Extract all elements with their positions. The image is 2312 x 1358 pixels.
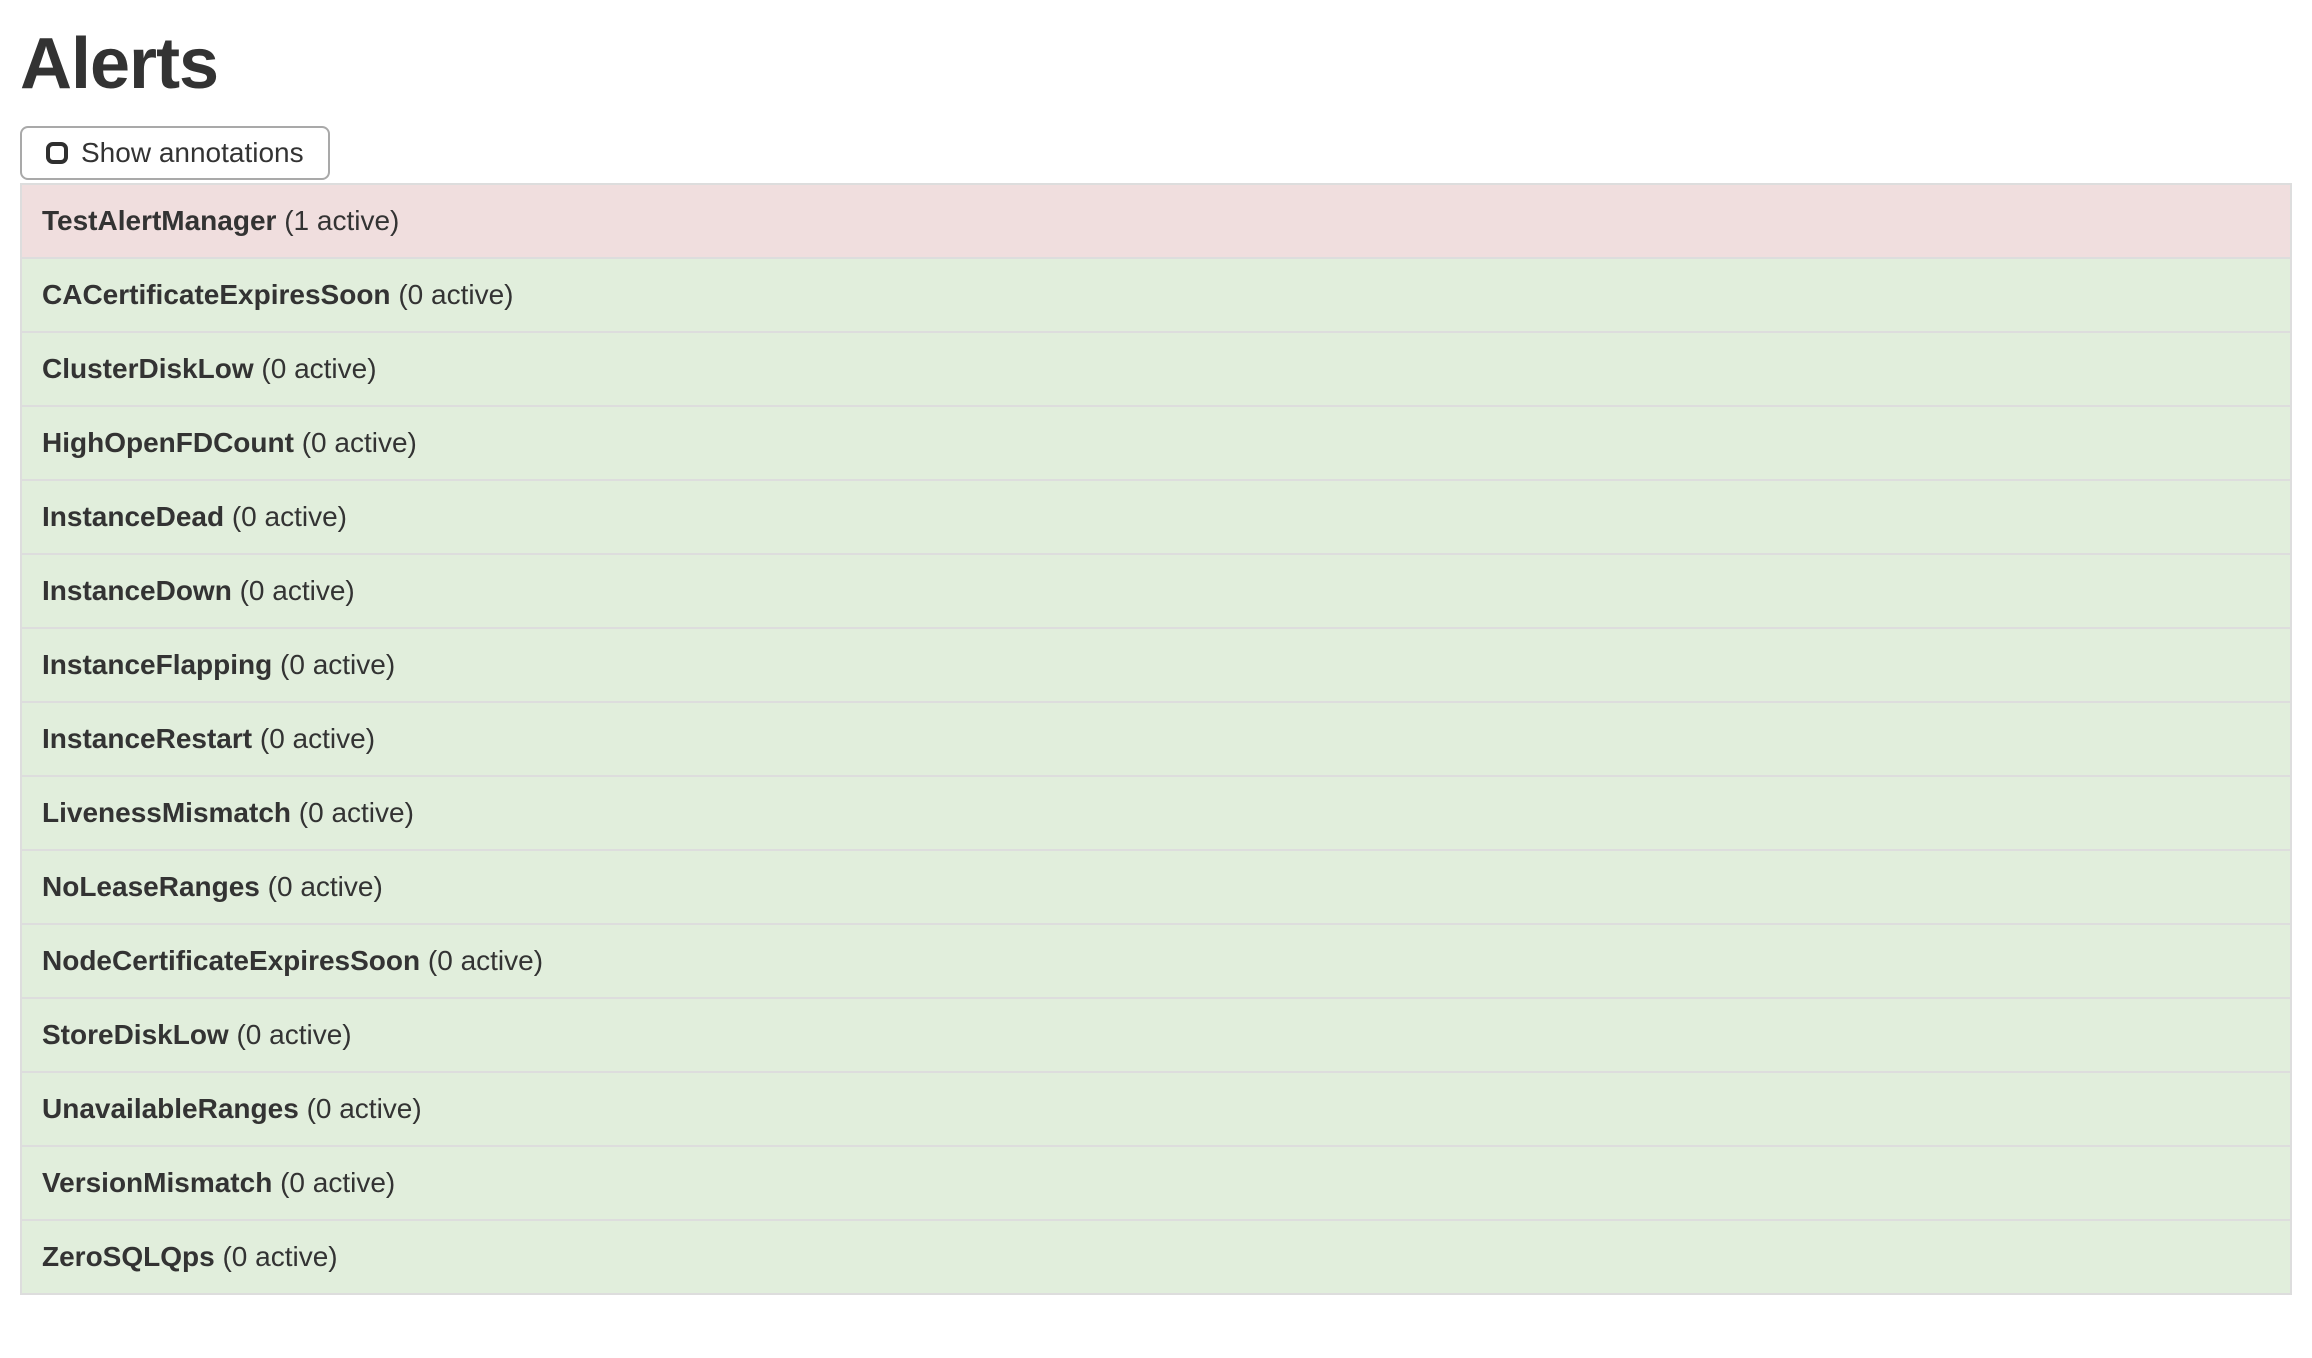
alert-active-count: (0 active): [280, 648, 396, 680]
alert-active-count: (0 active): [231, 500, 348, 532]
alert-row[interactable]: VersionMismatch (0 active): [22, 1146, 2290, 1221]
alert-name: CACertificateExpiresSoon: [42, 278, 391, 310]
checkbox-icon[interactable]: [46, 141, 68, 164]
alert-active-count: (0 active): [267, 870, 383, 902]
alert-row[interactable]: ZeroSQLQps (0 active): [22, 1220, 2290, 1293]
alert-name: NoLeaseRanges: [42, 870, 260, 902]
alert-row[interactable]: CACertificateExpiresSoon (0 active): [22, 258, 2290, 333]
alert-name: LivenessMismatch: [42, 796, 291, 828]
alert-row[interactable]: UnavailableRanges (0 active): [22, 1072, 2290, 1147]
show-annotations-label: Show annotations: [81, 136, 304, 168]
alert-name: InstanceFlapping: [42, 648, 273, 680]
alert-row[interactable]: NodeCertificateExpiresSoon (0 active): [22, 924, 2290, 999]
alert-active-count: (0 active): [427, 944, 544, 976]
alert-row[interactable]: HighOpenFDCount (0 active): [22, 406, 2290, 481]
alert-active-count: (1 active): [284, 204, 400, 236]
alert-row[interactable]: ClusterDiskLow (0 active): [22, 332, 2290, 407]
alerts-page: Alerts Show annotations TestAlertManager…: [0, 24, 2312, 1295]
alert-name: ZeroSQLQps: [42, 1240, 215, 1272]
alert-active-count: (0 active): [280, 1166, 396, 1198]
alert-name: InstanceDown: [42, 574, 232, 606]
alert-name: NodeCertificateExpiresSoon: [42, 944, 421, 976]
alert-name: TestAlertManager: [42, 204, 277, 236]
alert-name: HighOpenFDCount: [42, 426, 294, 458]
alert-row[interactable]: NoLeaseRanges (0 active): [22, 850, 2290, 925]
alert-active-count: (0 active): [298, 796, 414, 828]
alert-row[interactable]: InstanceFlapping (0 active): [22, 628, 2290, 703]
alert-active-count: (0 active): [236, 1018, 352, 1050]
show-annotations-button[interactable]: Show annotations: [20, 125, 330, 180]
alert-name: UnavailableRanges: [42, 1092, 299, 1124]
alert-active-count: (0 active): [239, 574, 355, 606]
alert-active-count: (0 active): [301, 426, 417, 458]
alert-name: InstanceRestart: [42, 722, 253, 754]
alert-row[interactable]: LivenessMismatch (0 active): [22, 776, 2290, 851]
alert-row[interactable]: InstanceDown (0 active): [22, 554, 2290, 629]
alert-active-count: (0 active): [261, 352, 377, 384]
alert-name: VersionMismatch: [42, 1166, 273, 1198]
alert-row[interactable]: InstanceDead (0 active): [22, 480, 2290, 555]
alert-name: ClusterDiskLow: [42, 352, 254, 384]
page-title: Alerts: [20, 24, 219, 104]
alerts-table: TestAlertManager (1 active) CACertificat…: [20, 182, 2292, 1295]
alert-row[interactable]: InstanceRestart (0 active): [22, 702, 2290, 777]
alert-name: StoreDiskLow: [42, 1018, 229, 1050]
alert-active-count: (0 active): [306, 1092, 422, 1124]
alert-active-count: (0 active): [259, 722, 376, 754]
alert-active-count: (0 active): [222, 1240, 338, 1272]
alert-name: InstanceDead: [42, 500, 225, 532]
alert-row[interactable]: TestAlertManager (1 active): [22, 184, 2290, 259]
alert-row[interactable]: StoreDiskLow (0 active): [22, 998, 2290, 1073]
alert-active-count: (0 active): [398, 278, 514, 310]
